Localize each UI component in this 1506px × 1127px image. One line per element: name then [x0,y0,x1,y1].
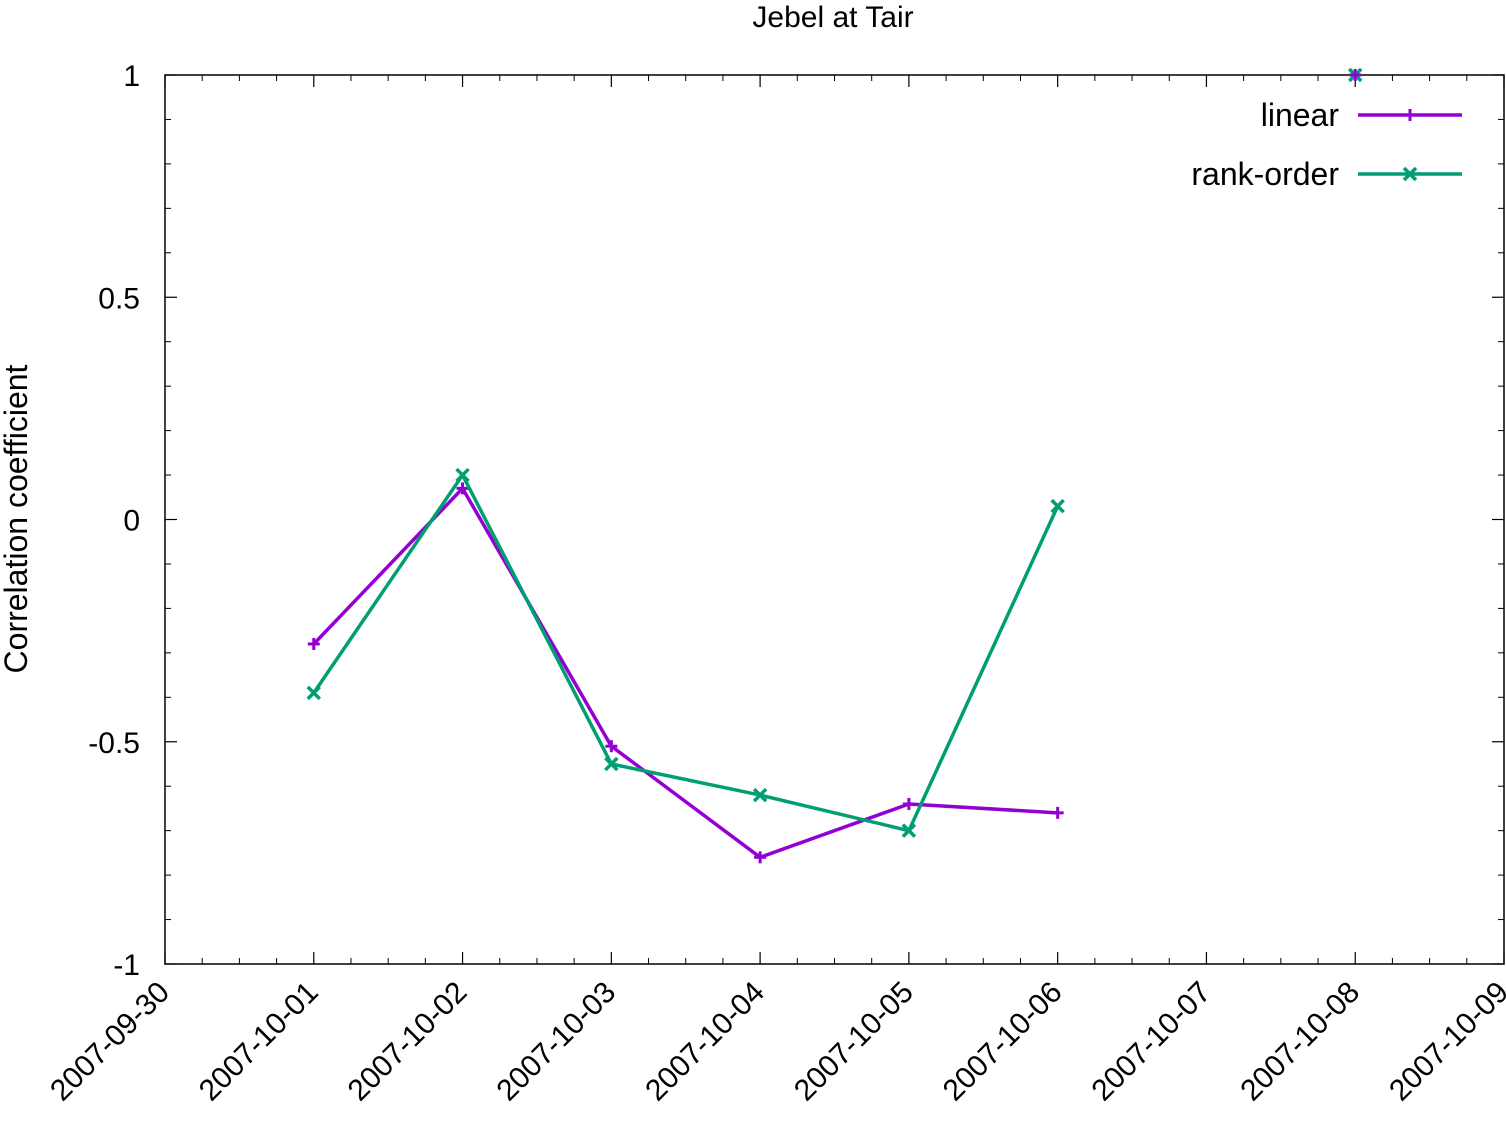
data-point [1050,498,1065,514]
series-line [312,473,1060,833]
data-point [456,482,469,495]
marker-stroke [901,823,917,838]
y-tick-label: 1 [123,60,140,93]
x-tick-label: 2007-10-04 [639,976,771,1108]
x-tick-label: 2007-10-08 [1234,976,1366,1108]
x-tick-label: 2007-09-30 [44,976,176,1108]
x-tick-label: 2007-10-01 [193,976,325,1108]
data-point [455,467,470,483]
data-point [902,797,915,810]
data-point [307,637,320,650]
data-point [901,823,917,838]
x-tick-label: 2007-10-09 [1383,976,1506,1108]
data-point [604,756,619,772]
x-tick-label: 2007-10-02 [342,976,474,1108]
marker-stroke [604,756,619,772]
y-axis-label: Correlation coefficient [0,364,34,673]
marker-stroke [455,467,470,483]
marker-stroke [306,685,322,701]
x-tick-label: 2007-10-06 [937,976,1069,1108]
chart-title: Jebel at Tair [752,1,913,34]
series-rank-order [306,467,1065,838]
legend-marker [1402,166,1418,182]
legend-entry: rank-order [1191,156,1462,192]
series-layer [306,67,1363,864]
legend-marker [1404,109,1416,121]
series-line [312,486,1058,860]
legend-label: rank-order [1191,156,1339,192]
marker-stroke [1402,166,1418,182]
legend-label: linear [1261,97,1340,133]
data-point [1051,806,1064,819]
legend-entry: linear [1261,97,1462,133]
x-tick-label: 2007-10-03 [490,976,622,1108]
data-point [605,740,618,753]
y-tick-label: 0 [123,505,140,538]
y-tick-label: -1 [113,949,140,982]
extra-point [1349,69,1362,81]
y-tick-label: 0.5 [98,282,140,315]
x-tick-label: 2007-10-07 [1086,976,1218,1108]
series-linear [307,482,1064,864]
marker-stroke [752,787,768,803]
data-point [754,851,767,864]
x-tick-label: 2007-10-05 [788,976,920,1108]
marker-stroke [1050,498,1065,514]
data-point [306,685,322,701]
legend: linear rank-order [1191,97,1462,192]
y-tick-label: -0.5 [88,727,140,760]
data-point [752,787,768,803]
